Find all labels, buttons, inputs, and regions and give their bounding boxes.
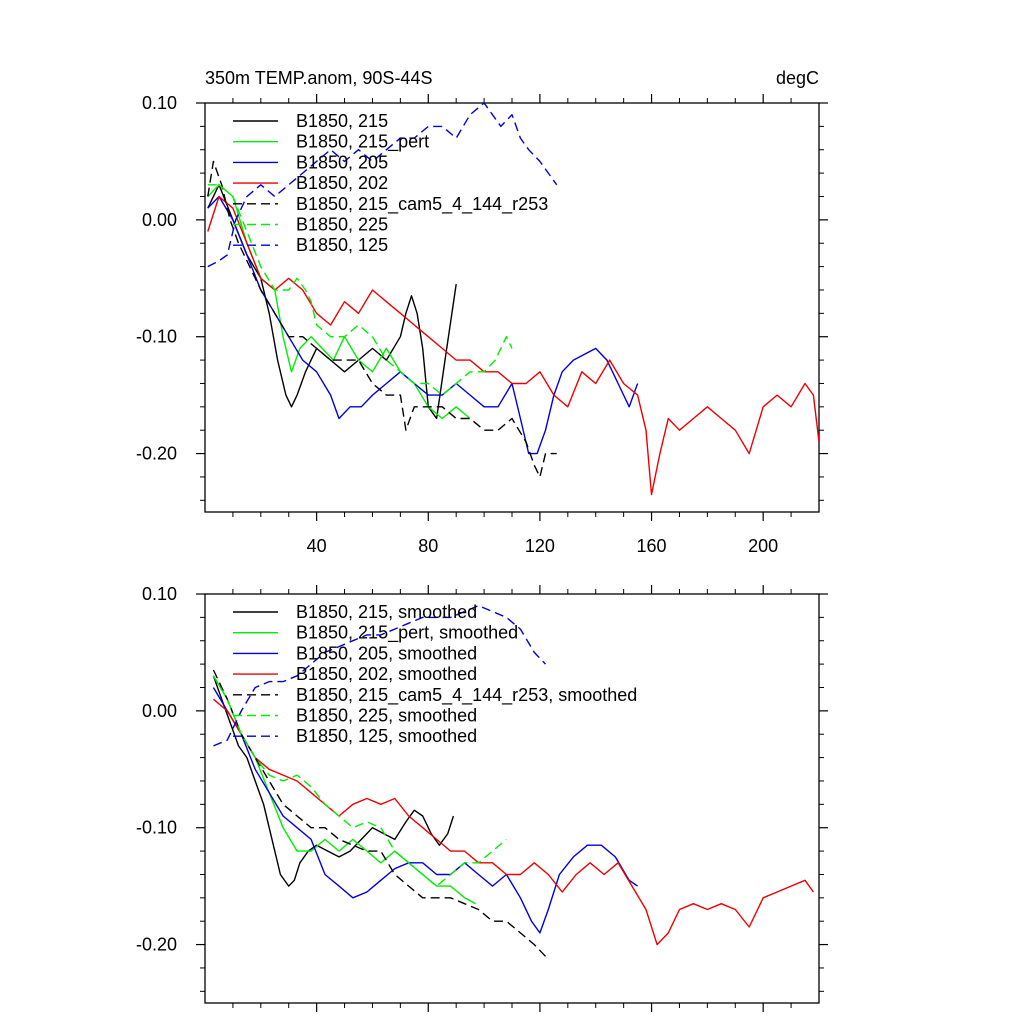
- plot-title: 350m TEMP.anom, 90S-44S: [205, 68, 432, 88]
- series-line: [207, 195, 639, 455]
- x-tick-label: 160: [637, 536, 667, 556]
- y-tick-label: 0.00: [142, 210, 177, 230]
- legend-label: B1850, 215_cam5_4_144_r253: [296, 194, 548, 215]
- y-tick-label: -0.10: [136, 818, 177, 838]
- legend-label: B1850, 215_pert: [296, 132, 429, 153]
- series-line: [212, 698, 814, 946]
- x-tick-label: 200: [748, 536, 778, 556]
- series-line: [212, 687, 638, 934]
- legend-label: B1850, 215_pert, smoothed: [296, 623, 518, 644]
- legend-label: B1850, 215_cam5_4_144_r253, smoothed: [296, 685, 637, 706]
- series-line: [207, 184, 513, 396]
- series-line: [207, 195, 819, 496]
- legend-label: B1850, 215: [296, 111, 388, 131]
- series-line: [212, 675, 507, 887]
- series-line: [207, 160, 557, 478]
- legend-label: B1850, 125: [296, 235, 388, 255]
- units-label: degC: [776, 68, 819, 88]
- y-tick-label: -0.20: [136, 444, 177, 464]
- legend-label: B1850, 215, smoothed: [296, 602, 477, 622]
- series-line: [207, 103, 558, 268]
- y-tick-label: 0.10: [142, 584, 177, 604]
- y-tick-label: -0.10: [136, 327, 177, 347]
- x-tick-label: 120: [525, 536, 555, 556]
- series-line: [212, 675, 455, 887]
- legend-label: B1850, 225, smoothed: [296, 706, 477, 726]
- y-tick-label: 0.00: [142, 701, 177, 721]
- raw-panel: 40 80 120 160 200 0.10 0.00 -0.10 -0.20 B1850, 21…: [136, 93, 828, 556]
- x-tick-label: 40: [307, 536, 327, 556]
- series-line: [207, 184, 457, 420]
- legend-label: B1850, 202, smoothed: [296, 664, 477, 684]
- legend-label: B1850, 205, smoothed: [296, 643, 477, 663]
- x-tick-label: 80: [418, 536, 438, 556]
- legend-label: B1850, 125, smoothed: [296, 726, 477, 746]
- legend-label: B1850, 225: [296, 215, 388, 235]
- legend-label: B1850, 205: [296, 152, 388, 172]
- legend-label: B1850, 202: [296, 173, 388, 193]
- y-tick-label: -0.20: [136, 935, 177, 955]
- series-line: [213, 605, 547, 747]
- y-tick-label: 0.10: [142, 93, 177, 113]
